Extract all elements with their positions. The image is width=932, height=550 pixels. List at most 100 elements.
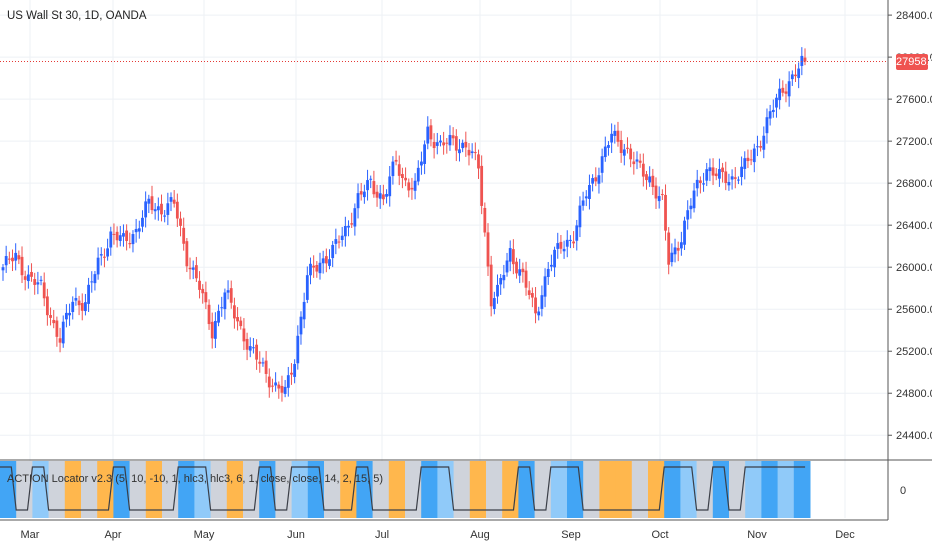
candle-body [331, 244, 335, 259]
candle-body [654, 185, 658, 199]
candle-body [233, 305, 236, 319]
candle-body [264, 360, 268, 374]
x-tick-label: Dec [835, 529, 855, 541]
candle-body [686, 210, 690, 220]
indicator-band [81, 461, 98, 518]
indicator-band [48, 461, 66, 518]
candle-body [597, 175, 601, 184]
candle-body [502, 274, 506, 281]
candle-body [20, 256, 24, 276]
candle-body [188, 267, 192, 270]
candle-body [201, 288, 205, 294]
candle-body [141, 217, 144, 227]
candle-body [334, 239, 338, 244]
candle-body [385, 193, 388, 197]
candle-body [740, 166, 744, 178]
indicator-line-group [0, 466, 806, 511]
candle-body [616, 130, 620, 142]
indicator-zero-label: 0 [900, 485, 906, 497]
candle-body [156, 206, 160, 211]
candle-body [137, 228, 141, 232]
indicator-band [745, 461, 762, 518]
candle-body [426, 126, 430, 144]
candle-body [664, 194, 667, 231]
candle-body [635, 159, 639, 162]
candle-body [797, 68, 801, 78]
candle-body [727, 181, 731, 186]
candle-body [182, 227, 186, 244]
candle-body [172, 199, 176, 204]
candle-body [730, 176, 734, 180]
candle-body [210, 321, 214, 339]
candle-body [442, 142, 446, 146]
candle-body [315, 264, 319, 272]
candle-body [30, 272, 33, 277]
candle-body [578, 205, 582, 228]
candle-body [550, 264, 553, 267]
indicator-band [421, 461, 438, 518]
candle-body [787, 81, 791, 97]
x-tick-label: Mar [21, 529, 40, 541]
candle-body [271, 385, 274, 387]
candle-body [537, 311, 541, 316]
candle-body [68, 312, 71, 316]
candle-body [423, 144, 427, 164]
candle-body [607, 145, 610, 148]
candle-body [600, 156, 604, 173]
candle-body [372, 181, 376, 195]
y-tick-label: 28400.0 [896, 10, 932, 22]
candle-body [401, 174, 404, 179]
candle-body [581, 200, 585, 206]
candle-body [775, 97, 778, 108]
candle-body [508, 248, 512, 262]
candle-body [591, 178, 595, 184]
y-tick-label: 26000.0 [896, 262, 932, 274]
candle-body [657, 196, 661, 202]
candle-body [23, 276, 27, 280]
candle-body [131, 234, 135, 245]
candle-body [651, 175, 655, 188]
candle-body [353, 208, 357, 227]
candle-body [223, 292, 227, 310]
candle-body [343, 225, 347, 237]
indicator-band [469, 461, 487, 518]
candle-body [144, 201, 148, 218]
candle-body [96, 257, 100, 275]
candle-body [673, 247, 677, 255]
candle-body [299, 316, 303, 335]
candle-body [99, 254, 103, 256]
candle-body [11, 257, 14, 262]
candle-body [480, 165, 484, 206]
x-tick-label: Oct [651, 529, 668, 541]
candle-body [429, 125, 433, 140]
candle-body [207, 304, 211, 325]
candle-body [724, 171, 728, 183]
y-tick-label: 25600.0 [896, 304, 932, 316]
candle-body [166, 203, 170, 215]
candle-body [229, 288, 233, 303]
candle-body [33, 279, 37, 285]
indicator-band [777, 461, 795, 518]
candle-body [356, 193, 360, 209]
candle-body [718, 169, 721, 179]
candle-body [569, 239, 572, 241]
candle-body [784, 91, 788, 94]
candle-body [366, 180, 369, 191]
candle-body [492, 298, 496, 309]
candle-body [692, 190, 696, 209]
candle-body [454, 136, 458, 151]
indicator-band [324, 461, 341, 518]
candle-body [511, 249, 515, 265]
last-price-badge: 27958.0 [896, 53, 932, 70]
candle-body [800, 55, 804, 66]
candle-body [58, 338, 62, 343]
candle-body [689, 205, 693, 210]
candle-body [71, 301, 75, 313]
candle-body [622, 149, 626, 156]
candle-body [112, 233, 116, 235]
candle-body [575, 225, 579, 241]
candle-body [486, 232, 490, 267]
candle-body [619, 140, 623, 154]
candle-body [179, 218, 182, 226]
